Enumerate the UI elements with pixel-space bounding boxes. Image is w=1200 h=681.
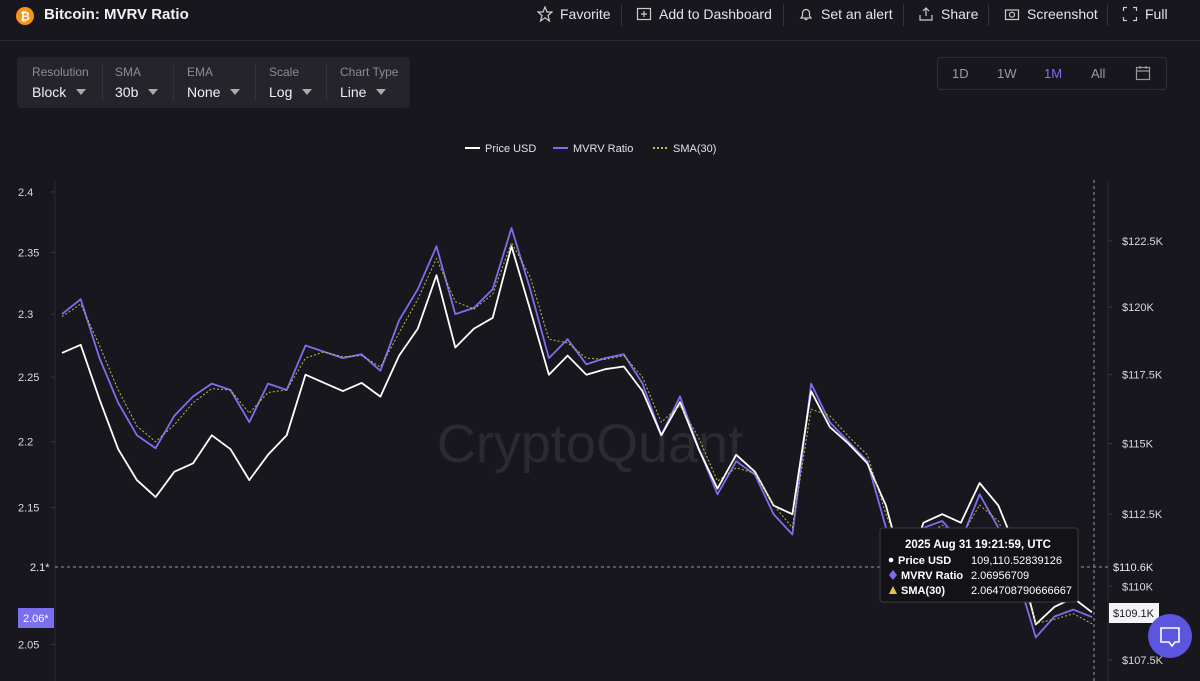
alert-button[interactable]: Set an alert xyxy=(798,6,893,22)
button-label: Share xyxy=(941,6,979,22)
favorite-button[interactable]: Favorite xyxy=(537,6,611,22)
y2-tick-label: $115K xyxy=(1122,439,1154,451)
control-label: Chart Type xyxy=(340,65,399,79)
controls-panel: Resolution Block SMA 30b EMA None Scale Log … xyxy=(17,57,410,108)
legend-label: Price USD xyxy=(485,143,536,155)
tooltip-box xyxy=(879,527,1079,603)
crosshair-y-label: 2.1* xyxy=(30,562,50,574)
tooltip-value: 2.06956709 xyxy=(971,570,1029,582)
range-button[interactable]: 1D xyxy=(952,66,969,81)
ema-control[interactable]: EMA None xyxy=(187,65,241,100)
y-tick-label: 2.3 xyxy=(18,309,33,321)
separator xyxy=(173,65,174,101)
top-bar: ₿ Bitcoin: MVRV Ratio Favorite Add to Da… xyxy=(0,0,1200,41)
separator xyxy=(326,65,327,101)
y2-tick-label: $112.5K xyxy=(1122,509,1163,521)
chart-type-control[interactable]: Chart Type Line xyxy=(340,65,398,100)
y2-tick-label: $107.5K xyxy=(1122,655,1164,667)
crosshair-y-box xyxy=(18,558,54,576)
separator xyxy=(783,4,784,26)
separator xyxy=(988,4,989,26)
tooltip: 2025 Aug 31 19:21:59, UTC Price USD 109,… xyxy=(879,527,1079,603)
y-tick-label: 2.25 xyxy=(18,372,39,384)
dashboard-button[interactable]: Add to Dashboard xyxy=(636,6,772,22)
chat-button[interactable] xyxy=(1148,614,1192,658)
button-label: Add to Dashboard xyxy=(659,6,772,22)
control-label: EMA xyxy=(187,65,214,79)
range-button[interactable]: 1M xyxy=(1044,66,1063,81)
scale-control[interactable]: Scale Log xyxy=(269,65,313,100)
button-label: Favorite xyxy=(560,6,611,22)
separator xyxy=(621,4,622,26)
y2-tick-label: $110K xyxy=(1122,581,1154,593)
tooltip-time: 2025 Aug 31 19:21:59, UTC xyxy=(905,539,1051,551)
range-button[interactable]: All xyxy=(1091,66,1106,81)
y-tick-label: 2.4 xyxy=(18,187,33,199)
last-y-box xyxy=(18,608,54,628)
fullscreen-button[interactable]: Full xyxy=(1122,6,1168,22)
control-value: Block xyxy=(32,84,67,100)
control-label: Resolution xyxy=(32,65,89,79)
control-value: Log xyxy=(269,84,293,100)
y2-tick-label: $117.5K xyxy=(1122,370,1163,382)
share-button[interactable]: Share xyxy=(918,6,978,22)
last-y2-box xyxy=(1109,603,1159,623)
y-tick-label: 2.15 xyxy=(18,503,39,515)
calendar-button[interactable] xyxy=(1135,65,1151,81)
y2-tick-label: $120K xyxy=(1122,302,1154,314)
control-value: 30b xyxy=(115,84,139,100)
screenshot-button[interactable]: Screenshot xyxy=(1004,6,1098,22)
legend-label: SMA(30) xyxy=(673,143,716,155)
tooltip-name: Price USD xyxy=(898,555,951,567)
svg-text:₿: ₿ xyxy=(20,10,30,24)
tooltip-value: 109,110.52839126 xyxy=(971,555,1062,567)
separator xyxy=(255,65,256,101)
y2-tick-label: $122.5K xyxy=(1122,236,1164,248)
legend-label: MVRV Ratio xyxy=(573,143,633,155)
separator xyxy=(102,65,103,101)
y-tick-label: 2.2 xyxy=(18,437,33,449)
y-tick-label: 2.05 xyxy=(18,639,39,651)
y-tick-label: 2.35 xyxy=(18,247,39,259)
last-y-label: 2.06* xyxy=(23,613,49,625)
tooltip-name: SMA(30) xyxy=(901,585,945,597)
control-value: Line xyxy=(340,84,367,100)
last-y2-label: $109.1K xyxy=(1113,608,1155,620)
bitcoin-icon: ₿ xyxy=(16,7,34,25)
control-label: Scale xyxy=(269,65,300,79)
tooltip-marker xyxy=(888,557,894,563)
tooltip-marker xyxy=(889,586,897,594)
chart: CryptoQuant 2.1* $110.6K 2.06* $109.1K 2… xyxy=(18,143,1192,681)
crosshair-y2-box xyxy=(1109,558,1159,576)
button-label: Full xyxy=(1145,6,1168,22)
sma-control[interactable]: SMA 30b xyxy=(115,65,159,100)
tooltip-marker xyxy=(889,570,897,580)
separator xyxy=(903,4,904,26)
button-label: Screenshot xyxy=(1027,6,1098,22)
legend: Price USD MVRV Ratio SMA(30) xyxy=(465,143,716,155)
crosshair-y2-label: $110.6K xyxy=(1113,562,1154,574)
page-title: Bitcoin: MVRV Ratio xyxy=(44,6,189,23)
separator xyxy=(1107,4,1108,26)
tooltip-name: MVRV Ratio xyxy=(901,570,963,582)
range-button[interactable]: 1W xyxy=(997,66,1017,81)
control-value: None xyxy=(187,84,221,100)
chat-icon xyxy=(1160,627,1180,648)
control-label: SMA xyxy=(115,65,142,79)
tooltip-value: 2.064708790666667 xyxy=(971,585,1072,597)
resolution-control[interactable]: Resolution Block xyxy=(32,65,89,100)
range-selector: 1D 1W 1M All xyxy=(937,57,1167,90)
button-label: Set an alert xyxy=(821,6,893,22)
watermark: CryptoQuant xyxy=(437,414,743,474)
